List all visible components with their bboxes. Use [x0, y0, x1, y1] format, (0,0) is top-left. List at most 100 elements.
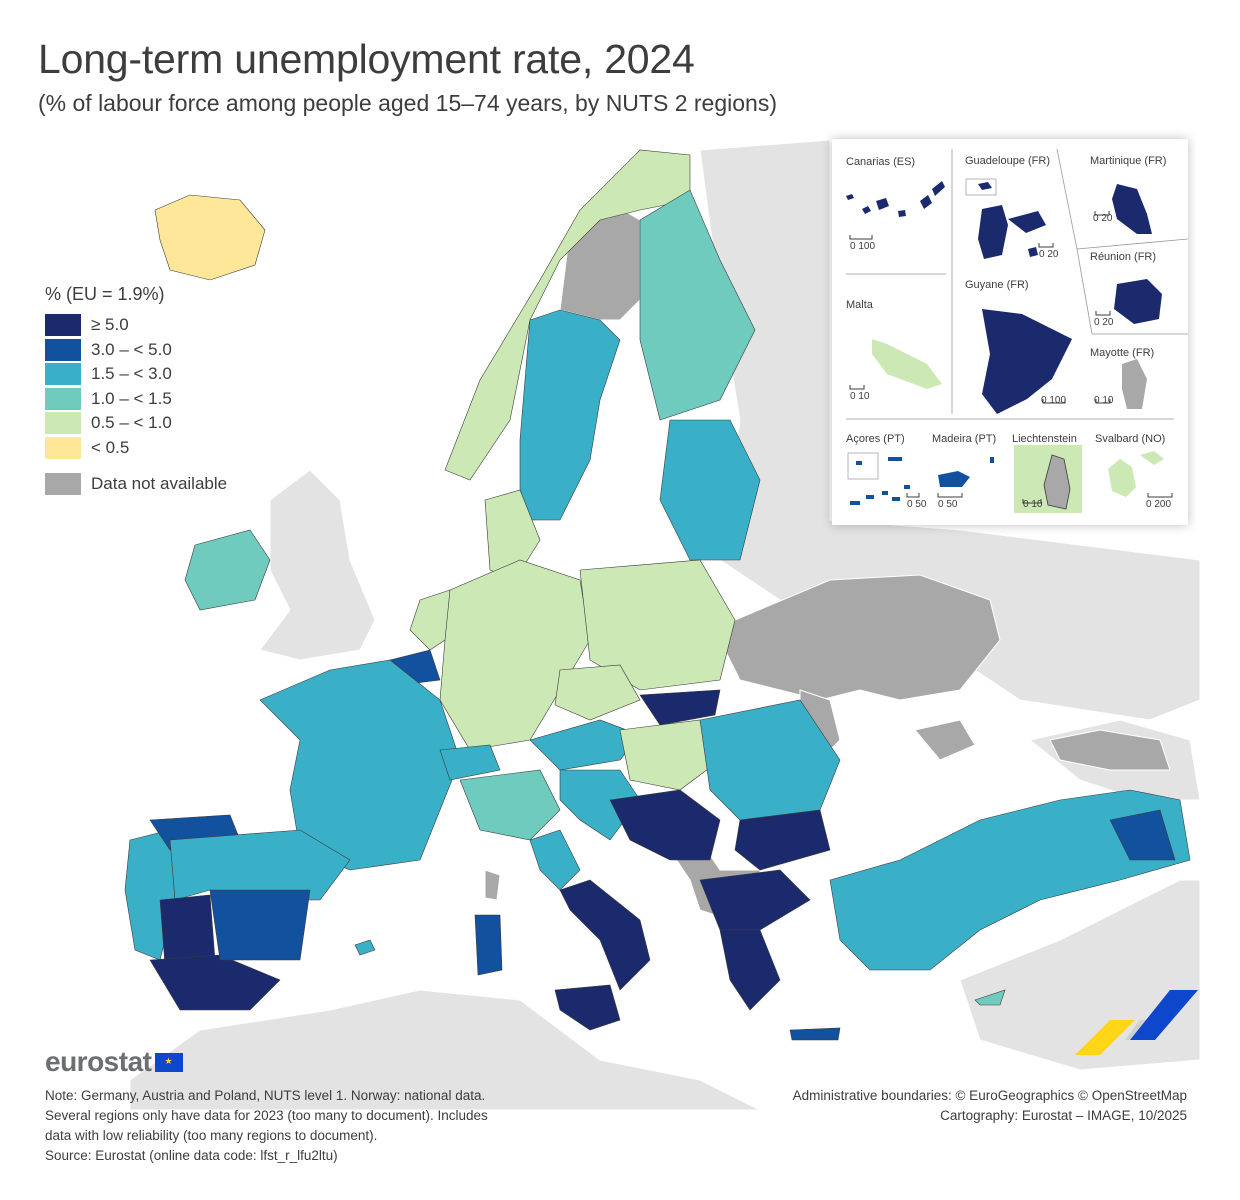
legend-swatch [45, 436, 81, 459]
crimea-region [914, 719, 976, 761]
legend-label: 3.0 – < 5.0 [91, 339, 172, 359]
estonia-latvia-lithuania-region [659, 419, 761, 561]
guyane-shape [982, 309, 1072, 414]
legend-item: < 0.5 [45, 436, 227, 461]
finland-region [639, 189, 756, 421]
ireland-region [184, 529, 271, 611]
inset-label-svalbard: Svalbard (NO) [1095, 433, 1166, 445]
scale-malta: 0 10 [850, 391, 870, 402]
madeira-shapes [938, 457, 994, 487]
inset-label-reunion: Réunion (FR) [1090, 251, 1157, 263]
germany-region [439, 559, 591, 751]
page-title: Long-term unemployment rate, 2024 [38, 36, 695, 82]
georgia-region [1049, 729, 1171, 771]
legend-item: 0.5 – < 1.0 [45, 411, 227, 436]
liechtenstein-shape [1043, 454, 1071, 510]
greece-south-region [719, 929, 781, 1011]
legend-item-na: Data not available [45, 472, 227, 497]
sardinia-region [474, 914, 503, 976]
inset-label-guadeloupe: Guadeloupe (FR) [965, 155, 1050, 167]
spain-west-region [159, 894, 216, 966]
legend-swatch [45, 314, 81, 337]
scale-canarias: 0 100 [850, 241, 876, 252]
inset-graphics [846, 148, 1188, 513]
legend-label: ≥ 5.0 [91, 315, 129, 335]
svalbard-shapes [1108, 451, 1164, 497]
footer-note: Note: Germany, Austria and Poland, NUTS … [45, 1086, 488, 1166]
sweden-region [519, 309, 621, 521]
legend-swatch-na [45, 473, 81, 496]
iceland-region [154, 194, 266, 281]
note-line: data with low reliability (too many regi… [45, 1128, 378, 1143]
legend-label: 0.5 – < 1.0 [91, 413, 172, 433]
inset-label-acores: Açores (PT) [846, 433, 905, 445]
legend-label: 1.5 – < 3.0 [91, 364, 172, 384]
bosnia-serbia-region [609, 789, 721, 861]
legend-item: ≥ 5.0 [45, 313, 227, 338]
sicily-region [554, 984, 621, 1031]
poland-region [579, 559, 736, 691]
bulgaria-region [734, 809, 831, 871]
north-africa-land [129, 989, 761, 1111]
inset-label-malta: Malta [846, 299, 873, 311]
martinique-shape [1112, 184, 1152, 234]
legend-item: 1.5 – < 3.0 [45, 362, 227, 387]
inset-label-canarias: Canarias (ES) [846, 156, 916, 168]
scale-martinique: 0 20 [1093, 213, 1113, 224]
baleares-region [354, 939, 376, 956]
legend-swatch [45, 387, 81, 410]
credit-line: Administrative boundaries: © EuroGeograp… [792, 1088, 1187, 1103]
scale-liechtenstein: 0 10 [1023, 499, 1043, 510]
italy-north-region [459, 769, 561, 841]
corner-stripes [1075, 990, 1198, 1055]
legend-label: < 0.5 [91, 437, 130, 457]
denmark-region [484, 489, 541, 581]
legend-label: 1.0 – < 1.5 [91, 388, 172, 408]
turkiye-east-region [1109, 809, 1176, 861]
inset-panel: Canarias (ES) Guadeloupe (FR) Martinique… [832, 139, 1188, 525]
italy-south-region [559, 879, 651, 991]
hungary-region [619, 719, 721, 791]
scale-svalbard: 0 200 [1146, 499, 1172, 510]
eu-regions [124, 149, 1191, 1041]
scale-guyane: 0 100 [1041, 395, 1067, 406]
turkiye-region [829, 789, 1191, 971]
cyprus-region [974, 989, 1006, 1006]
guadeloupe-shapes [965, 178, 1046, 259]
legend-item: 3.0 – < 5.0 [45, 338, 227, 363]
scale-guadeloupe: 0 20 [1039, 249, 1059, 260]
slovenia-croatia-region [559, 769, 641, 841]
eurostat-logo: eurostat [45, 1046, 184, 1078]
acores-shapes [847, 452, 910, 505]
italy-centre-region [529, 829, 581, 891]
legend-swatch [45, 363, 81, 386]
scale-mayotte: 0 10 [1094, 395, 1114, 406]
credit-line: Cartography: Eurostat – IMAGE, 10/2025 [940, 1108, 1187, 1123]
crete-region [789, 1027, 841, 1041]
legend-swatch [45, 412, 81, 435]
scale-reunion: 0 20 [1094, 317, 1114, 328]
corsica-region [484, 869, 501, 901]
legend-label-na: Data not available [91, 474, 228, 494]
na-regions [484, 199, 1171, 921]
canarias-shapes [846, 181, 945, 217]
reunion-shape [1114, 279, 1162, 324]
france-region [259, 659, 461, 871]
page-subtitle: (% of labour force among people aged 15–… [38, 90, 777, 116]
note-line: Several regions only have data for 2023 … [45, 1108, 488, 1123]
map-legend: % (EU = 1.9%) ≥ 5.0 3.0 – < 5.0 1.5 – < 3.… [45, 284, 227, 497]
scale-bars [849, 211, 1173, 504]
mayotte-shape [1122, 359, 1147, 409]
footer-credits: Administrative boundaries: © EuroGeograp… [793, 1086, 1187, 1126]
legend-item: 1.0 – < 1.5 [45, 387, 227, 412]
logo-text: eurostat [45, 1046, 152, 1077]
inset-label-guyane: Guyane (FR) [965, 279, 1029, 291]
inset-label-madeira: Madeira (PT) [932, 433, 997, 445]
switzerland-region [439, 744, 501, 781]
note-line: Source: Eurostat (online data code: lfst… [45, 1148, 338, 1163]
scale-madeira: 0 50 [938, 499, 958, 510]
note-line: Note: Germany, Austria and Poland, NUTS … [45, 1088, 486, 1103]
malta-shape [872, 339, 942, 389]
scale-acores: 0 50 [907, 499, 927, 510]
spain-east-region [209, 889, 311, 961]
